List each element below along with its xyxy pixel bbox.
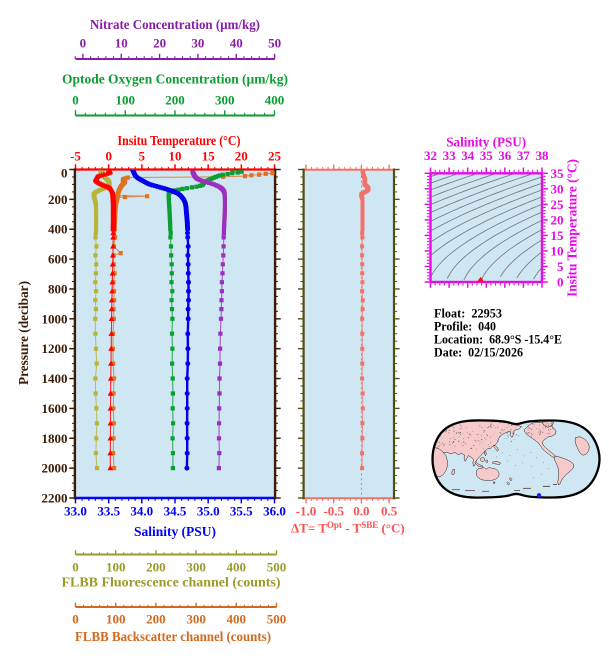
svg-text:Salinity (PSU): Salinity (PSU) <box>446 135 526 150</box>
svg-text:1600: 1600 <box>42 401 68 416</box>
svg-text:Location: 68.9°S -15.4°E: Location: 68.9°S -15.4°E <box>434 333 562 347</box>
svg-text:10: 10 <box>551 243 564 258</box>
svg-text:25: 25 <box>551 197 565 212</box>
svg-text:0: 0 <box>80 36 87 51</box>
svg-text:35: 35 <box>551 166 565 181</box>
svg-text:34.5: 34.5 <box>164 504 187 519</box>
svg-text:1000: 1000 <box>42 311 68 326</box>
svg-text:1200: 1200 <box>42 341 68 356</box>
svg-text:0.0: 0.0 <box>353 504 369 519</box>
svg-text:600: 600 <box>48 252 68 267</box>
svg-text:50: 50 <box>268 36 281 51</box>
svg-text:35.0: 35.0 <box>197 504 220 519</box>
svg-text:36.0: 36.0 <box>263 504 286 519</box>
svg-text:40: 40 <box>230 36 243 51</box>
svg-text:1800: 1800 <box>42 431 68 446</box>
svg-text:20: 20 <box>235 149 248 164</box>
svg-text:Date: 02/15/2026: Date: 02/15/2026 <box>434 346 523 360</box>
svg-text:800: 800 <box>48 282 68 297</box>
svg-text:20: 20 <box>551 212 564 227</box>
svg-text:Pressure (decibar): Pressure (decibar) <box>17 281 32 385</box>
svg-text:Float: 22953: Float: 22953 <box>434 307 502 321</box>
svg-text:2000: 2000 <box>42 461 68 476</box>
svg-text:Insitu Temperature (°C): Insitu Temperature (°C) <box>566 159 581 297</box>
svg-text:20: 20 <box>153 36 166 51</box>
svg-text:ΔT= TOpt - TSBE (°C): ΔT= TOpt - TSBE (°C) <box>291 520 405 536</box>
svg-text:Optode Oxygen Concentration (µ: Optode Oxygen Concentration (µm/kg) <box>62 73 288 88</box>
svg-text:0.5: 0.5 <box>381 504 398 519</box>
svg-text:FLBB Backscatter channel (coun: FLBB Backscatter channel (counts) <box>75 630 271 645</box>
svg-text:15: 15 <box>551 228 565 243</box>
svg-text:10: 10 <box>115 36 128 51</box>
svg-text:400: 400 <box>227 612 247 627</box>
svg-text:400: 400 <box>265 93 285 108</box>
svg-text:33.0: 33.0 <box>64 504 87 519</box>
svg-text:15: 15 <box>202 149 216 164</box>
svg-text:Profile: 040: Profile: 040 <box>434 320 496 334</box>
svg-text:-0.5: -0.5 <box>323 504 344 519</box>
svg-text:2200: 2200 <box>42 491 68 506</box>
svg-text:0: 0 <box>105 149 112 164</box>
svg-text:34.0: 34.0 <box>130 504 153 519</box>
svg-text:25: 25 <box>268 149 282 164</box>
svg-text:200: 200 <box>165 93 185 108</box>
svg-text:0: 0 <box>72 612 79 627</box>
svg-text:0: 0 <box>61 166 68 181</box>
svg-text:32: 32 <box>424 148 437 163</box>
svg-text:33.5: 33.5 <box>97 504 120 519</box>
svg-text:30: 30 <box>551 181 564 196</box>
svg-text:200: 200 <box>48 192 68 207</box>
svg-text:500: 500 <box>267 612 287 627</box>
svg-text:200: 200 <box>146 612 166 627</box>
svg-text:300: 300 <box>215 93 235 108</box>
svg-text:35.5: 35.5 <box>230 504 253 519</box>
svg-text:Salinity (PSU): Salinity (PSU) <box>134 525 216 540</box>
svg-text:38: 38 <box>536 148 550 163</box>
svg-text:200: 200 <box>146 560 166 575</box>
svg-text:Insitu Temperature (°C): Insitu Temperature (°C) <box>118 134 241 149</box>
svg-text:Nitrate Concentration (µm/kg): Nitrate Concentration (µm/kg) <box>90 18 260 33</box>
svg-text:400: 400 <box>48 222 68 237</box>
svg-text:10: 10 <box>169 149 182 164</box>
svg-text:5: 5 <box>139 149 146 164</box>
svg-text:0: 0 <box>72 93 79 108</box>
svg-text:300: 300 <box>186 560 206 575</box>
svg-text:-5: -5 <box>70 149 81 164</box>
svg-text:500: 500 <box>267 560 287 575</box>
svg-text:400: 400 <box>227 560 247 575</box>
svg-text:300: 300 <box>186 612 206 627</box>
svg-text:FLBB Fluorescence channel (cou: FLBB Fluorescence channel (counts) <box>62 576 281 591</box>
svg-text:100: 100 <box>106 560 126 575</box>
svg-text:1400: 1400 <box>42 371 68 386</box>
svg-text:30: 30 <box>191 36 204 51</box>
svg-text:5: 5 <box>557 259 564 274</box>
svg-text:100: 100 <box>106 612 126 627</box>
svg-text:0: 0 <box>72 560 79 575</box>
svg-text:0: 0 <box>557 275 564 290</box>
svg-text:-1.0: -1.0 <box>296 504 317 519</box>
svg-text:100: 100 <box>115 93 135 108</box>
